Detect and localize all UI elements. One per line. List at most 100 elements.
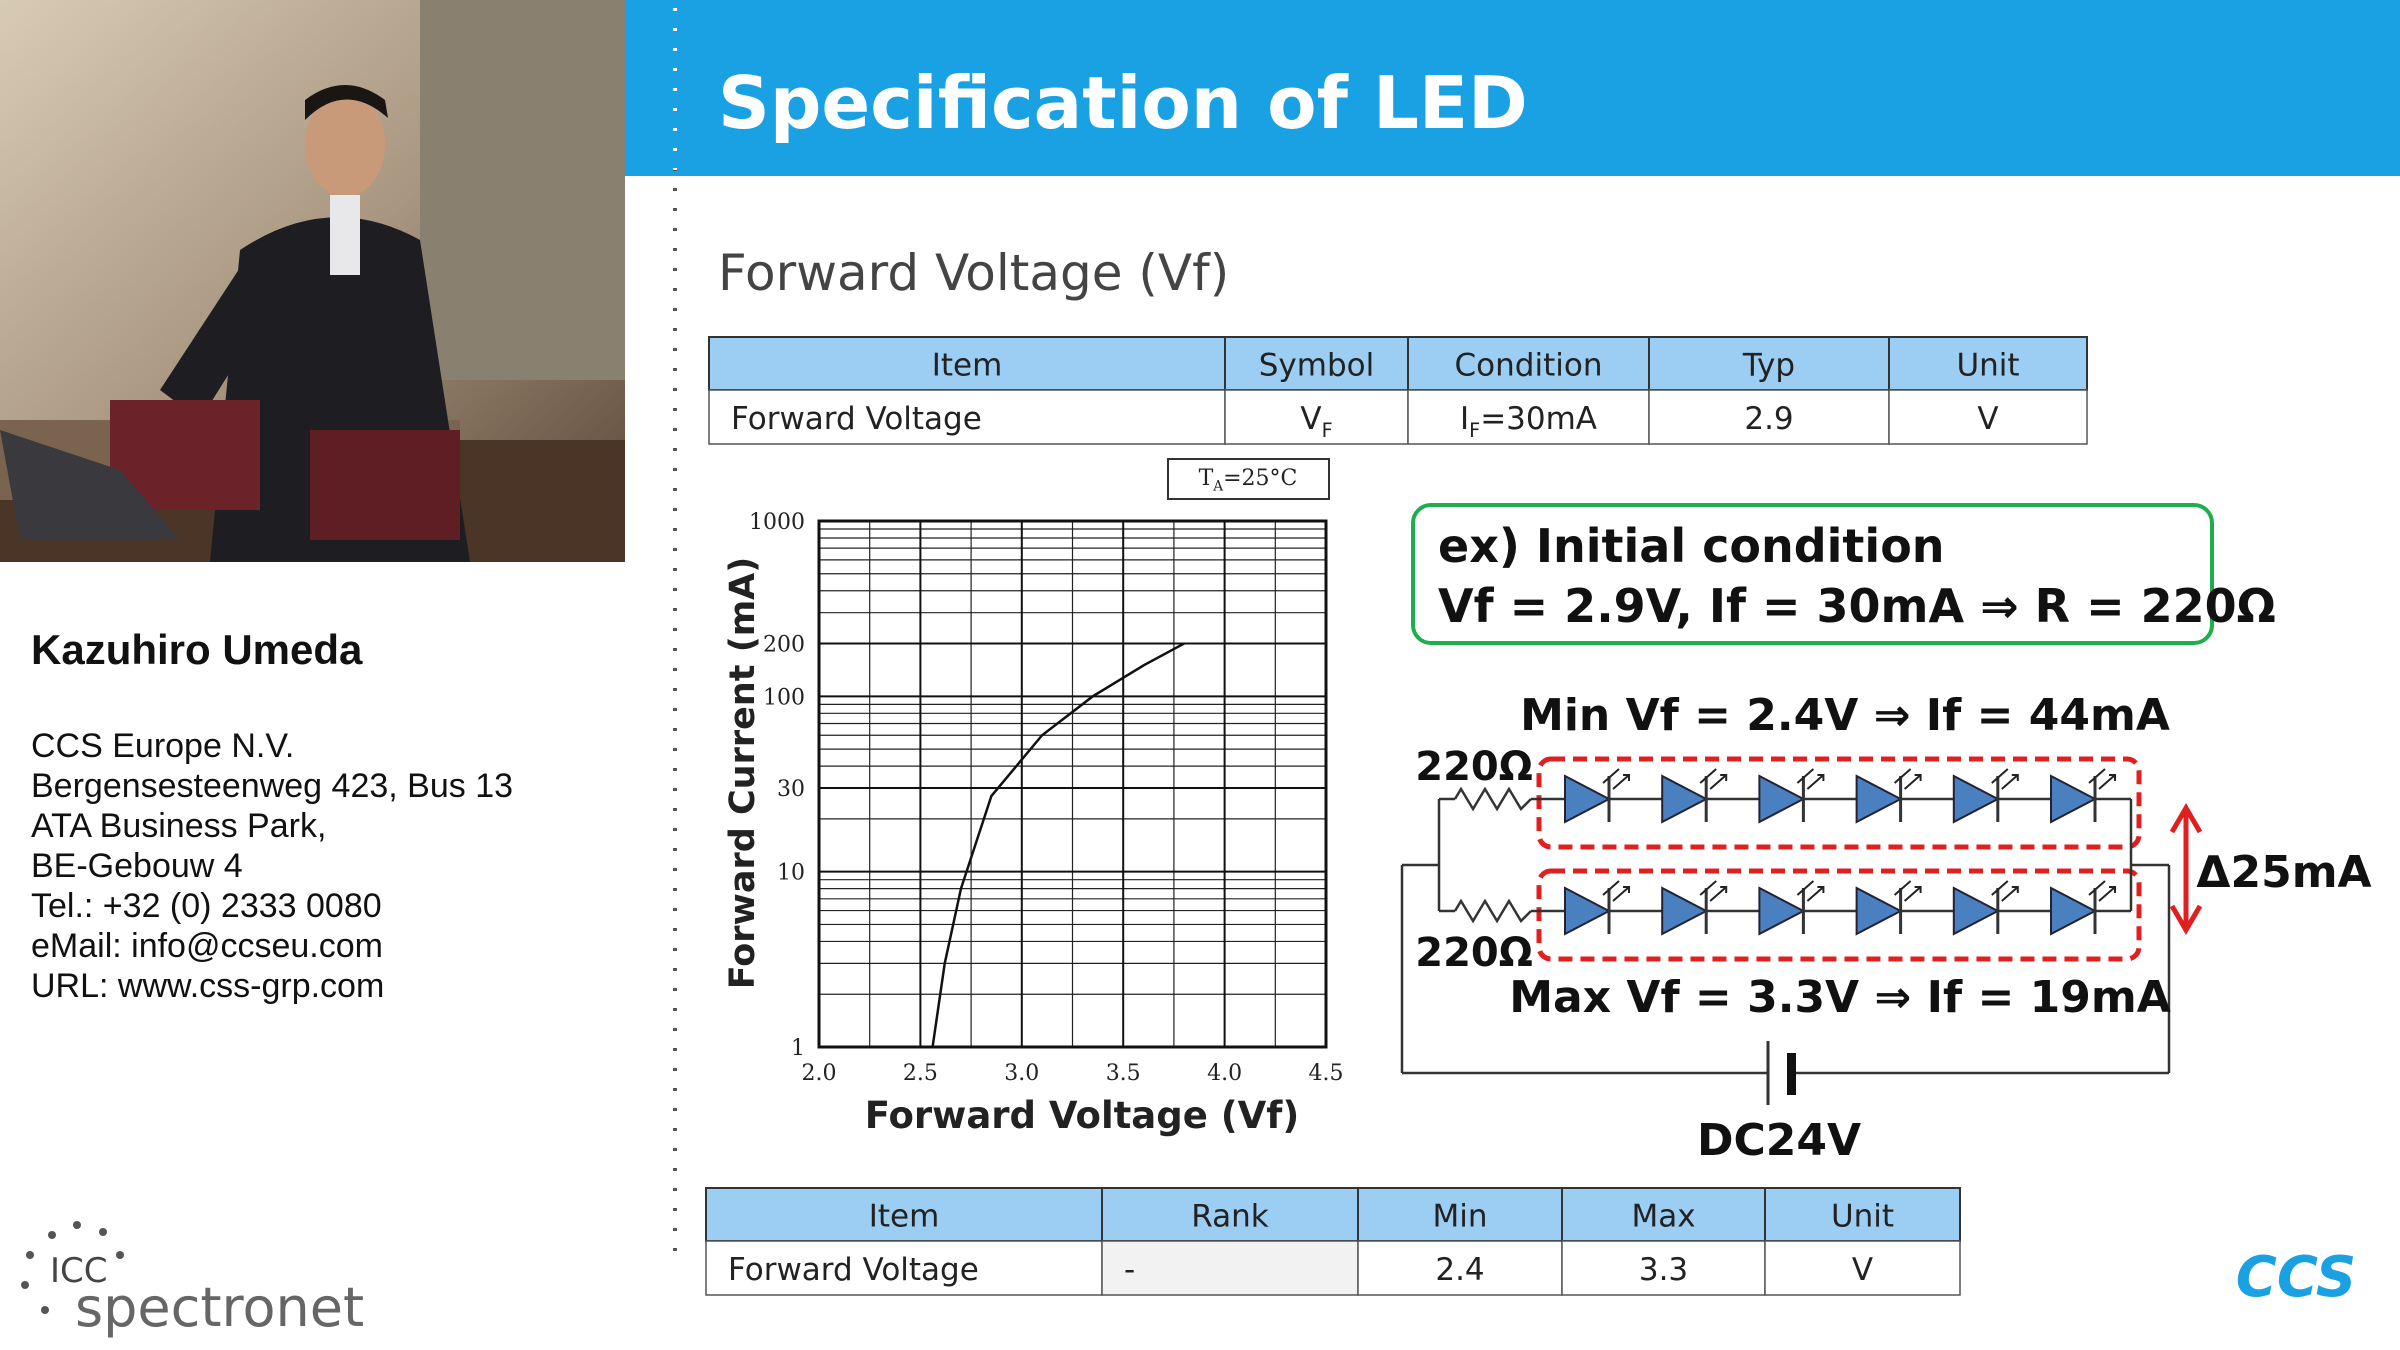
led <box>1952 886 2000 936</box>
rest-text: =25°C <box>1223 466 1297 491</box>
y-tick-label: 30 <box>777 777 805 802</box>
led <box>1758 886 1806 936</box>
subscript: F <box>1469 419 1480 442</box>
led-group-box <box>1536 868 2142 962</box>
subscript: F <box>1322 419 1333 442</box>
header-cell <box>1561 1187 1766 1242</box>
led-emission <box>1699 768 1728 790</box>
curve <box>931 642 1185 1048</box>
delta-label: Δ25mA <box>2196 847 2371 898</box>
cell-text: Forward Voltage <box>731 401 982 437</box>
resistor-label: 220Ω <box>1415 744 1533 790</box>
body-cell <box>1357 1240 1563 1296</box>
speaker-detail: CCS Europe N.V. <box>31 727 294 765</box>
speaker-detail: eMail: info@ccseu.com <box>31 927 383 965</box>
led <box>1855 774 1903 824</box>
main-text: T <box>1199 466 1214 491</box>
led-emission <box>1602 768 1630 790</box>
example-line: ex) Initial condition <box>1438 519 1945 573</box>
slide-header <box>625 0 2400 176</box>
led <box>1564 774 1612 824</box>
led <box>1564 886 1612 936</box>
header-text: Item <box>932 348 1003 384</box>
cell-text: Forward Voltage <box>728 1252 979 1288</box>
led-emission <box>1893 880 1922 902</box>
header-text: Symbol <box>1259 348 1374 384</box>
event-logo-bottom: spectronet <box>75 1276 364 1339</box>
led <box>1661 886 1709 936</box>
rich-text: VF <box>1300 401 1332 442</box>
header-text: Rank <box>1191 1199 1269 1235</box>
y-tick-label: 100 <box>763 685 805 710</box>
cell-text: 2.4 <box>1435 1252 1484 1288</box>
led <box>1758 774 1806 824</box>
cell-text: - <box>1124 1252 1135 1288</box>
led-emission <box>1602 880 1630 902</box>
rich-text: IF=30mA <box>1460 401 1597 442</box>
header-text: Max <box>1631 1199 1695 1235</box>
x-tick-label: 3.0 <box>1004 1061 1039 1086</box>
rich-text: TA=25°C <box>1199 466 1298 495</box>
header-cell <box>1764 1187 1961 1242</box>
header-cell <box>708 336 1226 391</box>
header-text: Unit <box>1956 348 2019 384</box>
cell-text: 2.9 <box>1744 401 1793 437</box>
body-cell <box>1101 1240 1359 1296</box>
header-cell <box>1101 1187 1359 1242</box>
y-tick-label: 1000 <box>749 510 805 535</box>
y-tick-label: 10 <box>777 861 805 886</box>
speaker-detail: URL: www.css-grp.com <box>31 967 384 1005</box>
resistor <box>1453 898 1532 924</box>
cell-text: V <box>1852 1252 1873 1288</box>
speaker-detail: ATA Business Park, <box>31 807 326 845</box>
source-label: DC24V <box>1697 1115 1861 1166</box>
slide <box>625 0 2400 1350</box>
led <box>1855 886 1903 936</box>
led <box>1661 774 1709 824</box>
led <box>2050 886 2098 936</box>
header-cell <box>1407 336 1650 391</box>
header-text: Condition <box>1455 348 1603 384</box>
example-box <box>1411 503 2214 645</box>
led-group-box <box>1536 756 2142 850</box>
y-axis-label: Forward Current (mA) <box>723 557 763 990</box>
led <box>1952 774 2000 824</box>
y-tick-label: 200 <box>763 633 805 658</box>
cell-text: V <box>1977 401 1998 437</box>
header-cell <box>1888 336 2088 391</box>
x-tick-label: 2.5 <box>903 1061 938 1086</box>
body-cell <box>1888 389 2088 445</box>
rest-text: =30mA <box>1480 401 1597 437</box>
x-axis-label: Forward Voltage (Vf) <box>865 1094 1300 1137</box>
annotation-box <box>1167 458 1330 500</box>
led-emission <box>2088 880 2116 902</box>
event-logo-top: ICC <box>50 1251 108 1291</box>
cell-text: 3.3 <box>1639 1252 1688 1288</box>
x-tick-label: 4.0 <box>1207 1061 1242 1086</box>
speaker-detail: Bergensesteenweg 423, Bus 13 <box>31 767 513 805</box>
led-emission <box>1796 880 1825 902</box>
x-tick-label: 2.0 <box>802 1061 837 1086</box>
resistor-label: 220Ω <box>1415 930 1533 976</box>
led-emission <box>1893 768 1922 790</box>
speaker-video <box>0 0 625 562</box>
body-cell <box>1407 389 1650 445</box>
example-line: Vf = 2.9V, If = 30mA ⇒ R = 220Ω <box>1438 579 2276 633</box>
x-tick-label: 4.5 <box>1309 1061 1344 1086</box>
header-cell <box>1357 1187 1563 1242</box>
slide-subtitle: Forward Voltage (Vf) <box>718 244 1229 302</box>
delta-arrow <box>2169 803 2203 935</box>
main-text: I <box>1460 401 1469 437</box>
speaker-detail: Tel.: +32 (0) 2333 0080 <box>31 887 382 925</box>
speaker-name: Kazuhiro Umeda <box>31 626 363 673</box>
event-logo: ICC spectronet <box>21 1221 364 1339</box>
x-tick-label: 3.5 <box>1106 1061 1141 1086</box>
body-cell <box>1764 1240 1961 1296</box>
resistor <box>1453 786 1532 812</box>
header-text: Item <box>869 1199 940 1235</box>
led-emission <box>1796 768 1825 790</box>
led-emission <box>1699 880 1728 902</box>
min-label: Min Vf = 2.4V ⇒ If = 44mA <box>1520 690 2170 741</box>
led-emission <box>2088 768 2116 790</box>
